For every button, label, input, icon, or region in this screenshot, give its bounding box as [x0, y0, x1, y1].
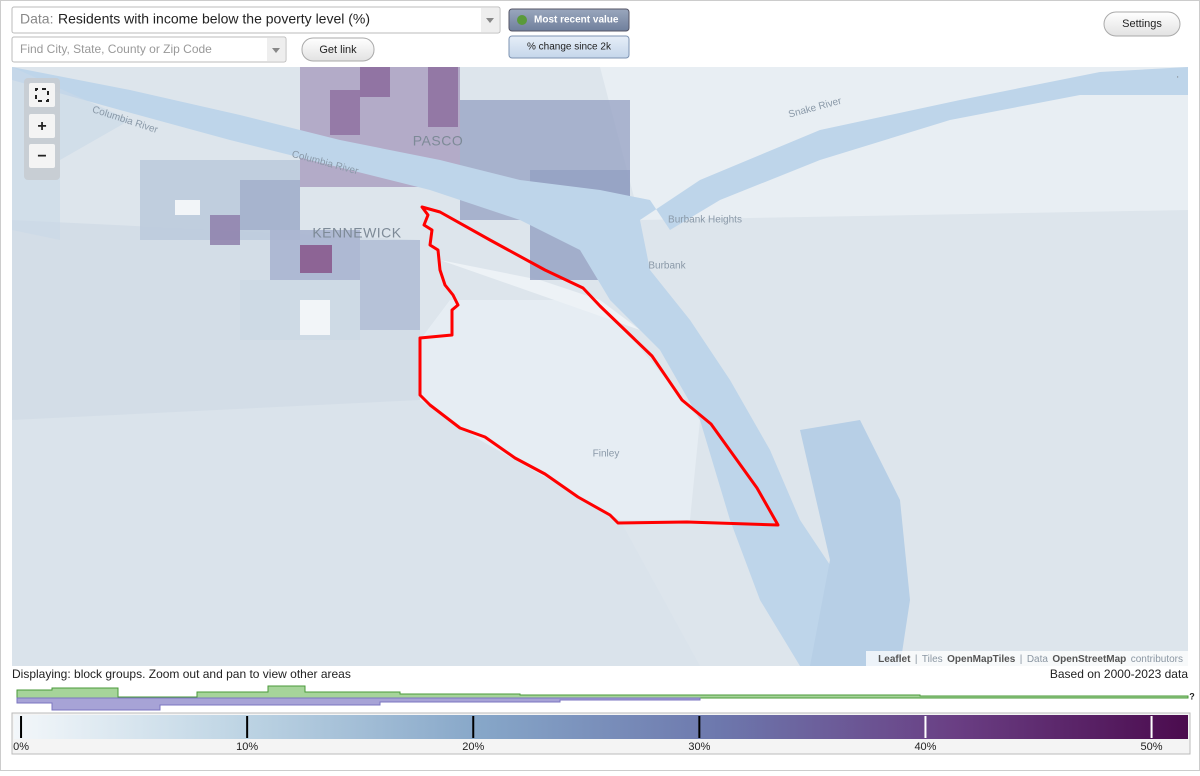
fullscreen-icon: [35, 88, 49, 102]
legend-tick-label: 30%: [688, 741, 710, 753]
legend-tick-label: 0%: [13, 741, 29, 753]
based-on-note: Based on 2000-2023 data: [1050, 667, 1188, 681]
land: [440, 260, 640, 330]
attr-text: Data: [1027, 654, 1049, 665]
get-link-button[interactable]: [301, 37, 375, 62]
search-placeholder: Find City, State, County or Zip Code: [20, 42, 212, 56]
check-icon: [517, 15, 527, 25]
data-value: Residents with income below the poverty …: [58, 11, 370, 27]
attr-text: |: [1020, 654, 1023, 665]
mode-button-active[interactable]: [508, 8, 630, 32]
fullscreen-button[interactable]: [29, 83, 55, 107]
zoom-in-label: +: [37, 118, 46, 135]
map-label: Finley: [593, 449, 620, 460]
attr-link[interactable]: OpenStreetMap: [1052, 654, 1126, 665]
settings-button[interactable]: [1103, 11, 1181, 37]
attr-link[interactable]: OpenMapTiles: [947, 654, 1016, 665]
attr-link[interactable]: Leaflet: [878, 654, 911, 665]
river: [800, 420, 910, 666]
search[interactable]: Find City, State, County or Zip Code: [11, 36, 287, 63]
map-corner: ·: [1176, 72, 1179, 83]
histogram-past: [16, 697, 701, 711]
get-link-label: Get link: [319, 44, 357, 56]
mode-button[interactable]: [508, 35, 630, 59]
zoom-out-button[interactable]: [29, 144, 55, 168]
attr-text: Tiles: [922, 654, 943, 665]
selected-boundary[interactable]: [418, 205, 780, 527]
search-box[interactable]: [11, 36, 287, 63]
legend-tick-label: 50%: [1141, 741, 1163, 753]
legend-tick-label: 20%: [462, 741, 484, 753]
mode-label: Most recent value: [534, 15, 619, 26]
histogram-recent: [16, 685, 1189, 699]
map-label: Burbank: [648, 261, 686, 272]
search-arrow: [272, 48, 280, 53]
map-label: Burbank Heights: [668, 215, 742, 226]
attribution: Leaflet | Tiles OpenMapTiles | Data Open…: [878, 650, 1183, 667]
data-prefix: Data:: [20, 11, 53, 27]
map-label: PASCO: [413, 133, 463, 149]
zoom-in-button[interactable]: [29, 114, 55, 138]
legend: 0% 10% 20% 30% 40% 50%: [11, 712, 1191, 755]
color-scale: [14, 715, 1188, 739]
settings-label: Settings: [1122, 18, 1162, 30]
zoom-out-label: −: [37, 148, 46, 165]
help-icon[interactable]: ?: [1189, 691, 1195, 701]
displaying-note: Displaying: block groups. Zoom out and p…: [12, 667, 351, 681]
map[interactable]: PASCO KENNEWICK Burbank Heights Burbank …: [12, 67, 1188, 667]
legend-tick-label: 40%: [914, 741, 936, 753]
attr-text: contributors: [1131, 654, 1183, 665]
map-label: KENNEWICK: [312, 225, 401, 241]
select-box[interactable]: [11, 6, 501, 34]
attribution-bg: [866, 651, 1188, 666]
legend-tick-label: 10%: [236, 741, 258, 753]
data-select[interactable]: Data: Residents with income below the po…: [11, 6, 501, 34]
land: [420, 300, 700, 520]
select-arrow: [486, 18, 494, 23]
attr-text: |: [915, 654, 918, 665]
mode-label: % change since 2k: [527, 42, 612, 53]
